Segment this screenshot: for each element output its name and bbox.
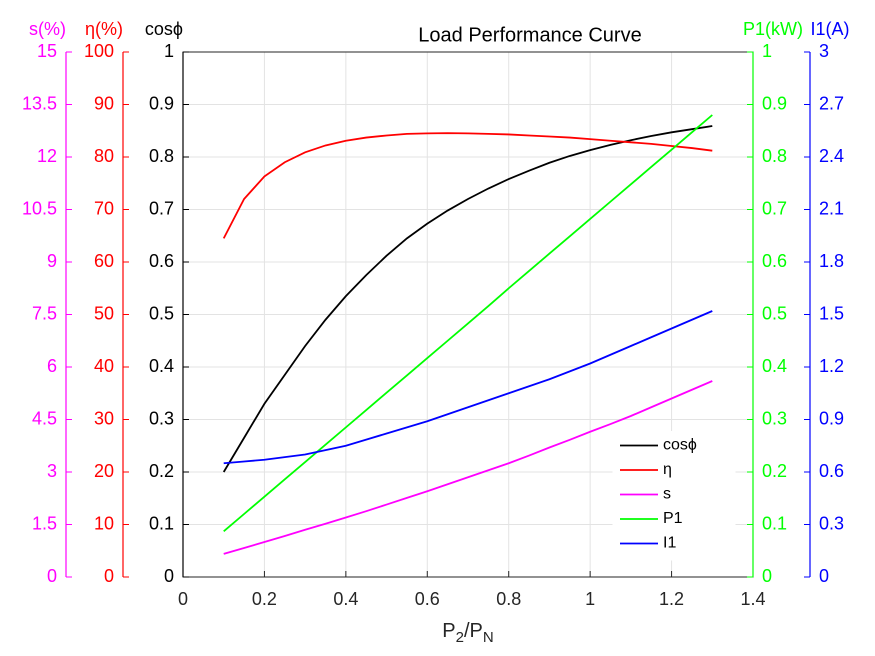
y-tick-label: 0.4: [149, 356, 174, 376]
y-tick-label: 0.7: [149, 198, 174, 218]
y-tick-label: 0.9: [149, 93, 174, 113]
y-tick-label: 10.5: [22, 198, 57, 218]
series-line: [223, 114, 713, 533]
y-tick-label: 3: [819, 41, 829, 61]
y-tick-label: 1: [164, 41, 174, 61]
y-tick-label: 1.5: [32, 513, 57, 533]
y-tick-label: 30: [94, 408, 114, 428]
legend-label: I1: [663, 535, 676, 552]
y-tick-label: 0.3: [149, 408, 174, 428]
x-axis-label-part: 2: [456, 629, 464, 646]
legend-label: s: [663, 486, 671, 503]
y-tick-label: 0.5: [762, 303, 787, 323]
y-tick-label: 0.2: [149, 461, 174, 481]
y-tick-label: 90: [94, 93, 114, 113]
y-tick-label: 0: [762, 566, 772, 586]
y-tick-label: 0.5: [149, 303, 174, 323]
y-axis-label: I1(A): [810, 19, 849, 39]
y-tick-label: 3: [47, 461, 57, 481]
y-tick-label: 0.2: [762, 461, 787, 481]
x-tick-label: 1: [585, 589, 595, 609]
y-tick-label: 0.1: [762, 513, 787, 533]
y-tick-label: 0.9: [762, 93, 787, 113]
legend-label: P1: [663, 510, 683, 527]
y-tick-label: 0.3: [762, 408, 787, 428]
legend-label: η: [663, 461, 672, 478]
y-tick-label: 12: [37, 146, 57, 166]
series-line: [223, 310, 713, 465]
x-axis-label: P2/PN: [442, 620, 493, 646]
y-tick-label: 0.6: [149, 251, 174, 271]
y-tick-label: 0.9: [819, 408, 844, 428]
x-tick-label: 1.4: [740, 589, 765, 609]
y-tick-label: 0.7: [762, 198, 787, 218]
legend-box: [612, 431, 736, 561]
y-tick-label: 15: [37, 41, 57, 61]
y-tick-label: 13.5: [22, 93, 57, 113]
y-axis-label: η(%): [85, 19, 123, 39]
x-axis-label-part: P: [442, 620, 455, 642]
x-axis-label-part: /P: [464, 620, 483, 642]
y-tick-label: 0.6: [819, 461, 844, 481]
y-tick-label: 0.4: [762, 356, 787, 376]
y-tick-label: 2.4: [819, 146, 844, 166]
y-tick-label: 6: [47, 356, 57, 376]
y-tick-label: 60: [94, 251, 114, 271]
y-tick-label: 9: [47, 251, 57, 271]
y-tick-label: 10: [94, 513, 114, 533]
y-tick-label: 2.7: [819, 93, 844, 113]
x-tick-label: 0.8: [496, 589, 521, 609]
y-tick-label: 0.8: [762, 146, 787, 166]
y-tick-label: 100: [84, 41, 114, 61]
legend-label: cosϕ: [663, 437, 697, 454]
x-tick-label: 1.2: [659, 589, 684, 609]
x-tick-label: 0: [178, 589, 188, 609]
y-tick-label: 0.6: [762, 251, 787, 271]
y-tick-label: 0.1: [149, 513, 174, 533]
y-tick-label: 40: [94, 356, 114, 376]
y-tick-label: 7.5: [32, 303, 57, 323]
y-tick-label: 0: [47, 566, 57, 586]
series-line: [223, 380, 713, 555]
y-tick-label: 0: [104, 566, 114, 586]
y-axis-label: P1(kW): [743, 19, 803, 39]
y-tick-label: 4.5: [32, 408, 57, 428]
chart-title: Load Performance Curve: [418, 24, 641, 46]
y-tick-label: 80: [94, 146, 114, 166]
y-tick-label: 0: [164, 566, 174, 586]
x-tick-label: 0.2: [252, 589, 277, 609]
y-tick-label: 1.8: [819, 251, 844, 271]
y-axis-label: cosϕ: [145, 19, 183, 39]
y-tick-label: 70: [94, 198, 114, 218]
y-tick-label: 50: [94, 303, 114, 323]
x-tick-label: 0.4: [333, 589, 358, 609]
y-tick-label: 1: [762, 41, 772, 61]
x-axis-label-part: N: [483, 629, 494, 646]
y-axis-label: s(%): [29, 19, 66, 39]
series-line: [222, 125, 713, 473]
y-tick-label: 0: [819, 566, 829, 586]
x-tick-label: 0.6: [415, 589, 440, 609]
y-tick-label: 2.1: [819, 198, 844, 218]
series-line: [222, 132, 713, 239]
y-tick-label: 20: [94, 461, 114, 481]
y-tick-label: 1.5: [819, 303, 844, 323]
y-tick-label: 0.8: [149, 146, 174, 166]
y-tick-label: 0.3: [819, 513, 844, 533]
y-tick-label: 1.2: [819, 356, 844, 376]
